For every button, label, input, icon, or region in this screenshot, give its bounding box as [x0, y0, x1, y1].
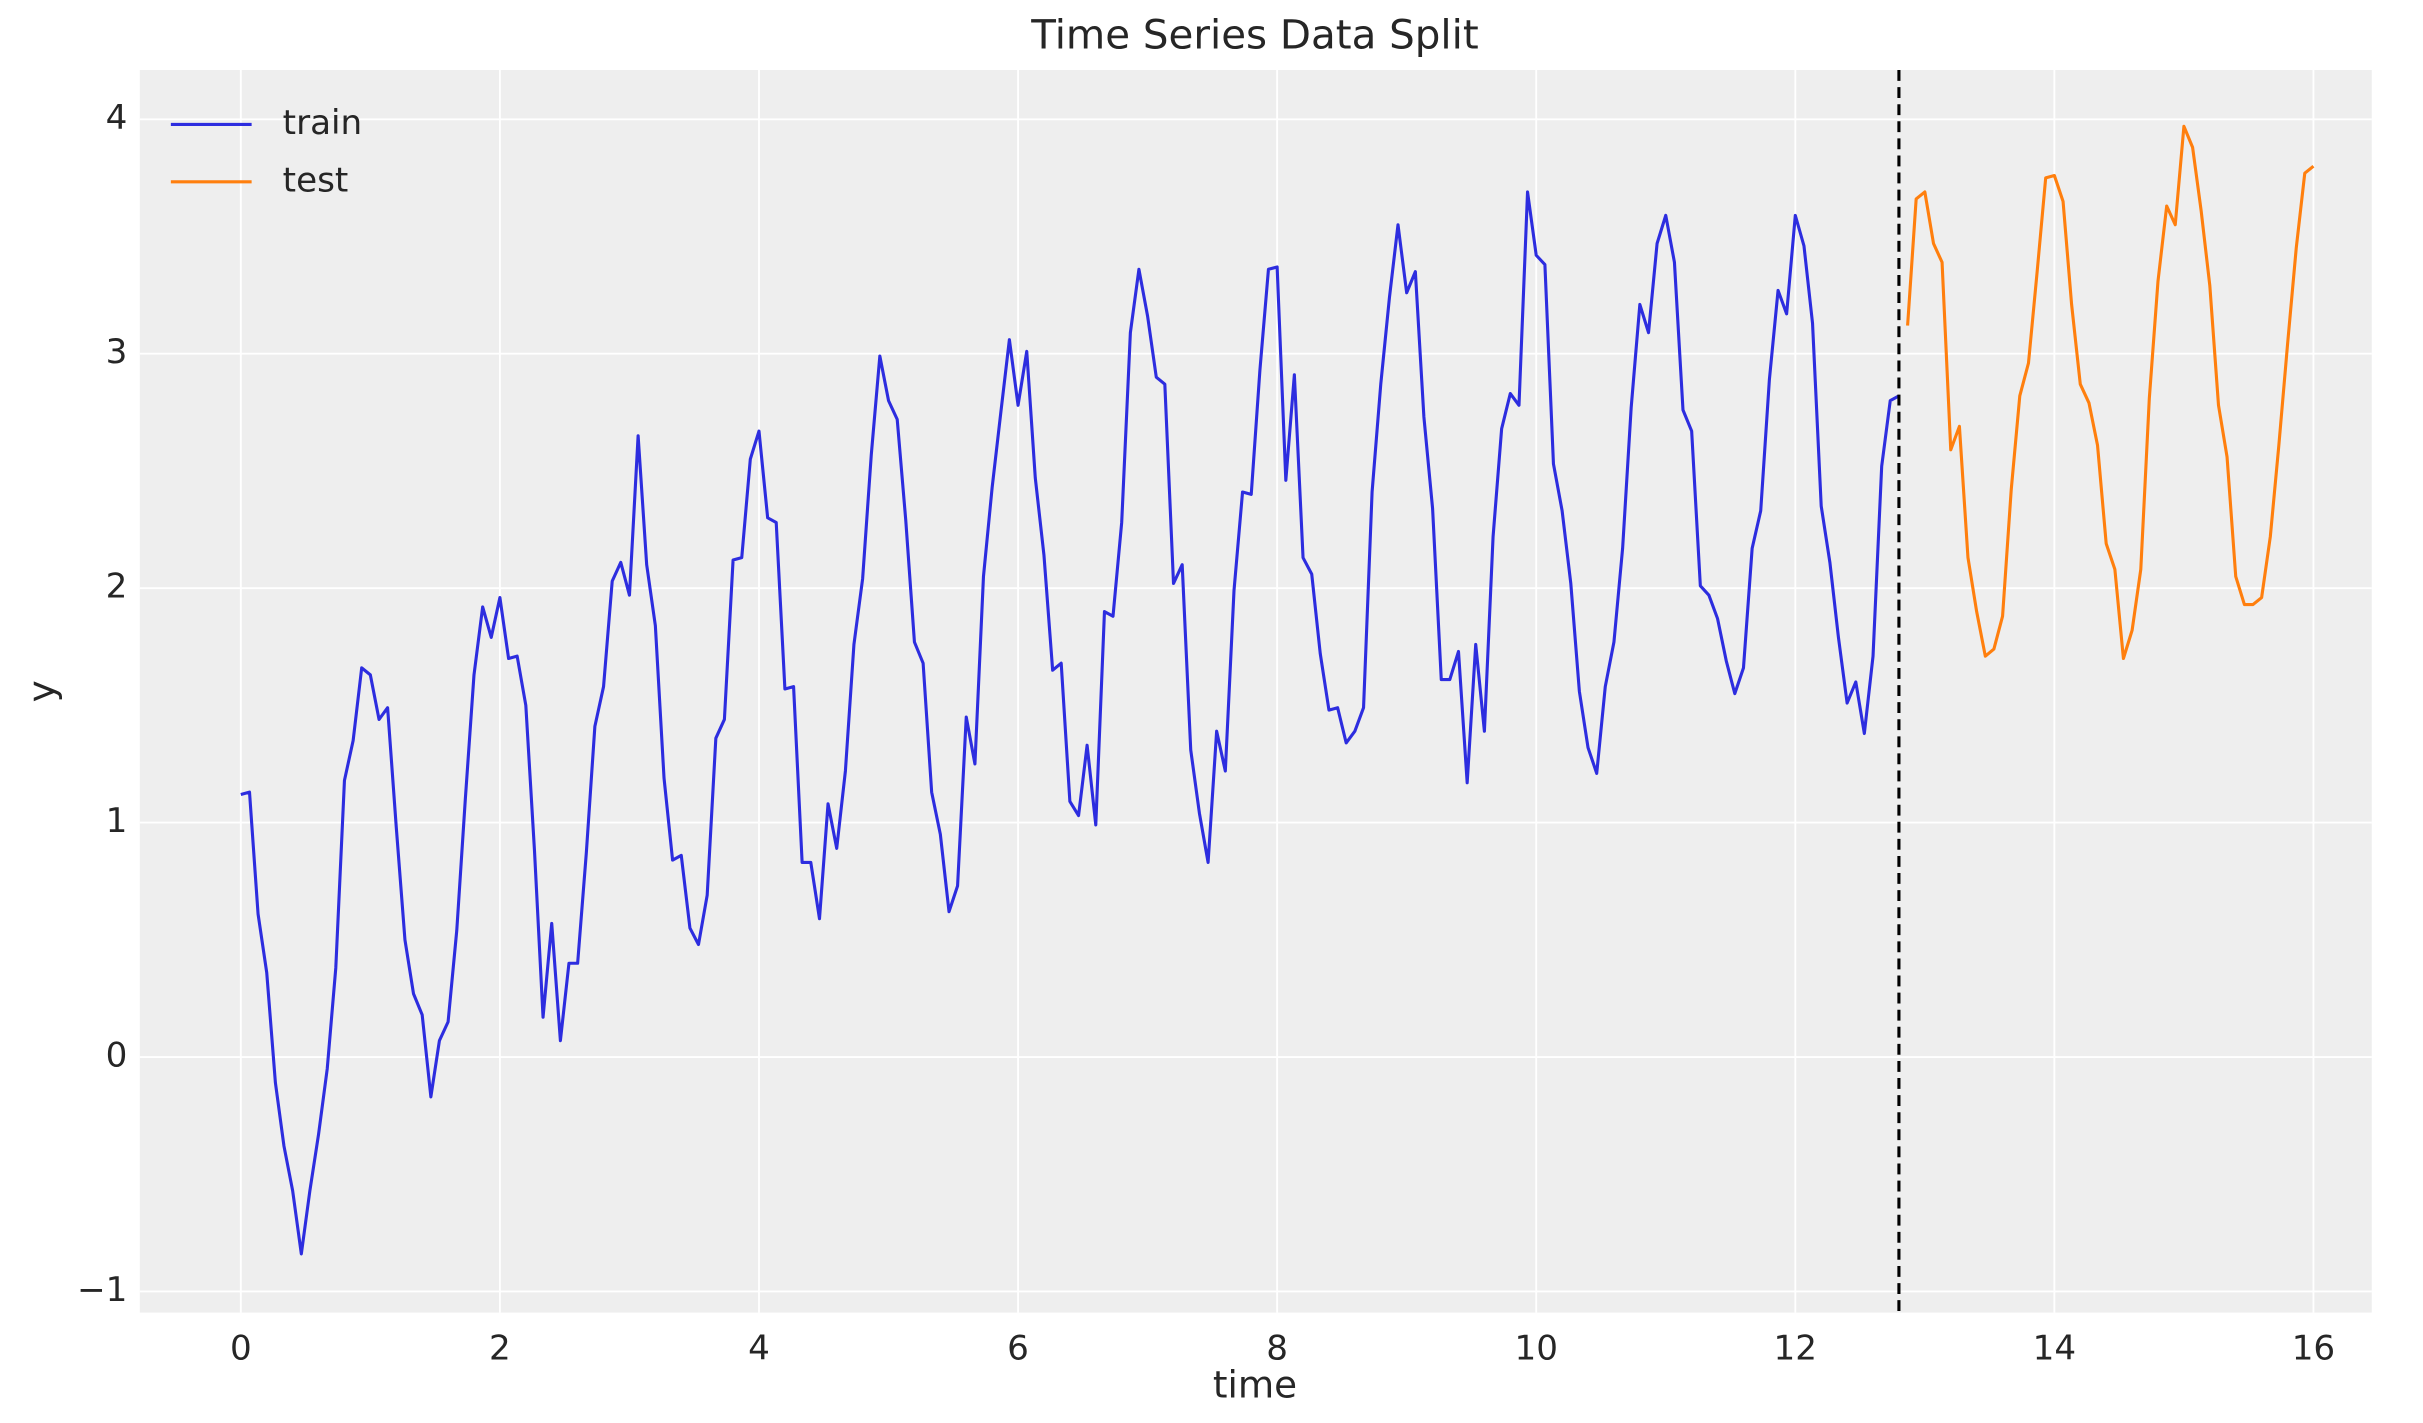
legend-label: test: [283, 160, 349, 200]
series-line: [1906, 124, 2315, 661]
y-tick-label: 3: [106, 332, 128, 372]
y-tick-label: −1: [77, 1270, 127, 1310]
x-tick-label: 8: [1266, 1328, 1288, 1368]
x-axis-label: time: [1213, 1363, 1297, 1407]
y-axis-label: y: [19, 680, 63, 702]
x-tick-label: 2: [489, 1328, 511, 1368]
x-tick-label: 14: [2033, 1328, 2076, 1368]
series-line: [240, 190, 1900, 1256]
grid: [139, 70, 2372, 1313]
x-tick-label: 10: [1514, 1328, 1557, 1368]
legend-label: train: [283, 103, 363, 143]
x-tick-label: 12: [1774, 1328, 1817, 1368]
plot-area: [139, 70, 2372, 1313]
x-tick-label: 6: [1007, 1328, 1029, 1368]
y-tick-label: 1: [106, 801, 128, 841]
y-tick-label: 0: [106, 1036, 128, 1076]
x-tick-label: 16: [2292, 1328, 2335, 1368]
y-tick-label: 4: [106, 98, 128, 138]
x-tick-label: 0: [230, 1328, 252, 1368]
chart-title: Time Series Data Split: [1030, 11, 1478, 58]
y-tick-label: 2: [106, 567, 128, 607]
x-tick-label: 4: [748, 1328, 770, 1368]
marks: [240, 70, 2315, 1313]
